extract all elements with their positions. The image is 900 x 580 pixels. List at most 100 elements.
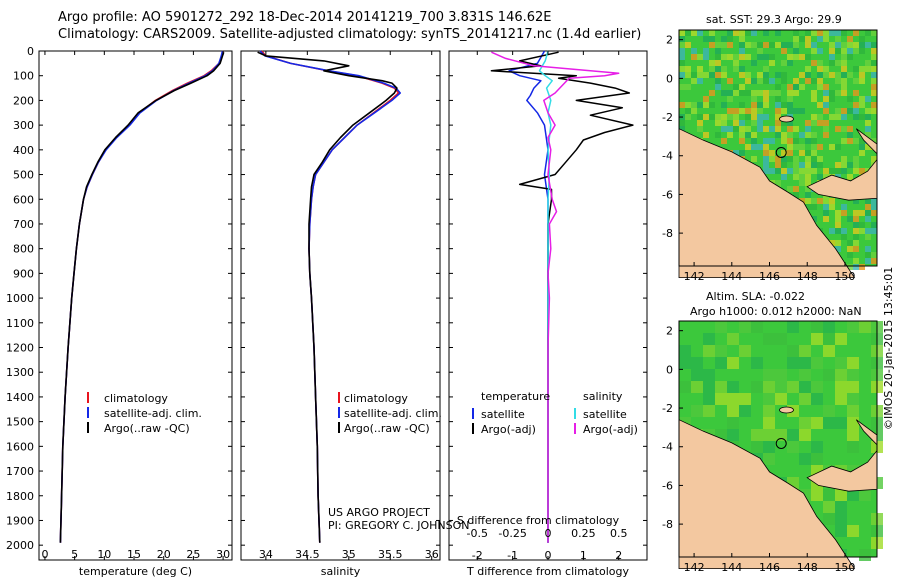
map-cell [745, 144, 751, 150]
map-cell [709, 42, 715, 48]
diff-legend-label: Argo(-adj) [481, 423, 536, 436]
map-cell [823, 72, 829, 78]
map-cell [835, 417, 847, 429]
map-cell [757, 120, 763, 126]
map-cell [787, 381, 799, 393]
map-cell [703, 132, 709, 138]
map-cell [745, 42, 751, 48]
map-cell [763, 54, 769, 60]
map-cell [703, 381, 715, 393]
map-cell [775, 393, 787, 405]
map-cell [805, 162, 811, 168]
map-cell [733, 90, 739, 96]
map-cell [775, 156, 781, 162]
map-cell [811, 144, 817, 150]
sdiff-x-tick-label: 0.5 [610, 527, 628, 540]
diff-legend-label: Argo(-adj) [583, 423, 638, 436]
map-cell [775, 108, 781, 114]
map-cell [871, 60, 877, 66]
map-cell [733, 108, 739, 114]
map-cell [871, 252, 877, 258]
map-y-tick-label: -4 [662, 150, 673, 163]
map-cell [685, 114, 691, 120]
map-cell [679, 345, 691, 357]
map-cell [763, 90, 769, 96]
map-cell [847, 357, 859, 369]
map-cell [733, 54, 739, 60]
map-cell [823, 216, 829, 222]
map-cell [775, 369, 787, 381]
map-cell [709, 30, 715, 36]
map-cell [835, 513, 847, 525]
temperature-series-argo [59, 51, 225, 543]
map-cell [853, 42, 859, 48]
depth-tick-label: 200 [13, 94, 34, 107]
map-cell [775, 120, 781, 126]
map-cell [799, 168, 805, 174]
map-cell [679, 36, 685, 42]
map-cell [763, 369, 775, 381]
map-cell [805, 78, 811, 84]
map-cell [799, 357, 811, 369]
depth-tick-label: 1600 [6, 440, 34, 453]
map-cell [763, 417, 775, 429]
map-cell [751, 144, 757, 150]
map-cell [865, 42, 871, 48]
map-cell [823, 120, 829, 126]
map-cell [745, 126, 751, 132]
map-cell [793, 138, 799, 144]
map-cell [805, 126, 811, 132]
map-cell [715, 72, 721, 78]
map-cell [721, 114, 727, 120]
map-cell [823, 168, 829, 174]
map-y-tick-label: -2 [662, 111, 673, 124]
map-cell [739, 138, 745, 144]
map-cell [853, 114, 859, 120]
map-cell [817, 120, 823, 126]
map-frame [678, 29, 878, 267]
map-cell [733, 120, 739, 126]
map-cell [763, 150, 769, 156]
map-cell [829, 90, 835, 96]
map-cell [691, 72, 697, 78]
map-cell [853, 66, 859, 72]
map-cell [787, 138, 793, 144]
map-cell [793, 84, 799, 90]
figure-title-line1: Argo profile: AO 5901272_292 18-Dec-2014… [58, 10, 552, 25]
map-cell [691, 78, 697, 84]
map-cell [871, 48, 877, 54]
map-cell [829, 96, 835, 102]
map-cell [829, 114, 835, 120]
map-cell [793, 42, 799, 48]
map-cell [811, 333, 823, 345]
map-cell [799, 174, 805, 180]
map-cell [871, 84, 877, 90]
map-cell [847, 132, 853, 138]
map-cell [799, 381, 811, 393]
map-cell [793, 90, 799, 96]
map-cell [769, 54, 775, 60]
map-cell [763, 102, 769, 108]
map-cell [805, 180, 811, 186]
depth-tick-label: 1400 [6, 391, 34, 404]
map-cell [853, 228, 859, 234]
map-cell [835, 114, 841, 120]
sdiff-x-tick-label: -0.5 [467, 527, 488, 540]
salinity-legend-label: climatology [344, 392, 408, 405]
map-cell [835, 126, 841, 132]
depth-tick-label: 100 [13, 70, 34, 83]
map-cell [709, 102, 715, 108]
map-cell [781, 132, 787, 138]
map-cell [841, 156, 847, 162]
tdiff-x-tick-label: -2 [472, 549, 483, 562]
map-cell [835, 48, 841, 54]
map-cell [835, 72, 841, 78]
map-cell [823, 108, 829, 114]
map-cell [679, 120, 685, 126]
map-cell [727, 54, 733, 60]
map-cell [703, 333, 715, 345]
map-cell [787, 54, 793, 60]
map-cell [799, 144, 805, 150]
map-cell [799, 150, 805, 156]
map-cell [805, 72, 811, 78]
